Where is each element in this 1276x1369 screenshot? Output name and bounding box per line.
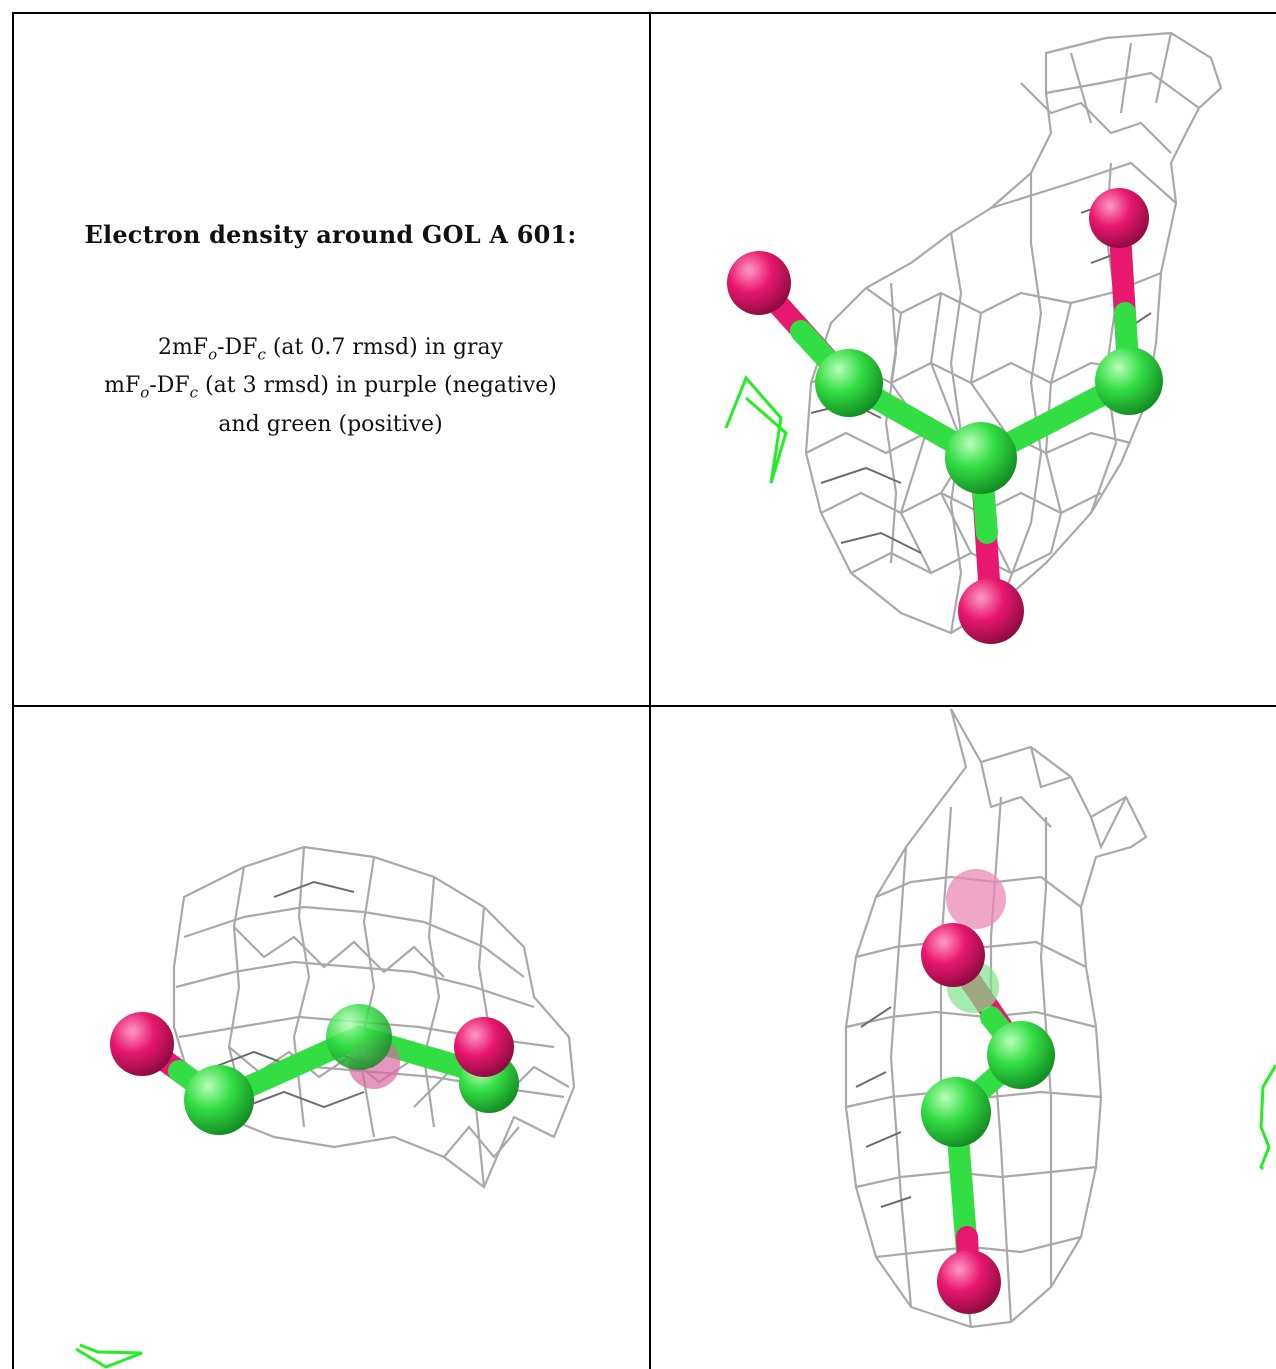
- legend-line-3: and green (positive): [218, 411, 443, 437]
- oxygen-atom: [937, 1250, 1001, 1314]
- legend-line-1: 2mFo-DFc (at 0.7 rmsd) in gray: [157, 335, 504, 364]
- glycerol-model: [110, 1004, 519, 1135]
- glycerol-model: [727, 188, 1163, 644]
- oxygen-atom: [921, 923, 985, 987]
- carbon-atom: [945, 422, 1017, 494]
- oxygen-atom: [454, 1017, 514, 1077]
- density-svg-1: [724, 31, 1223, 644]
- positive-density-green: [1259, 1064, 1276, 1171]
- center-border: [649, 12, 651, 1369]
- positive-density-green: [724, 375, 788, 484]
- oxygen-atom: [958, 578, 1024, 644]
- density-view-bottom-right: [651, 707, 1276, 1369]
- middle-border: [12, 705, 1276, 707]
- oxygen-atom: [946, 869, 1006, 929]
- oxygen-atom: [110, 1012, 174, 1076]
- positive-density-green: [75, 1343, 143, 1369]
- figure-title: Electron density around GOL A 601:: [84, 220, 577, 249]
- left-border: [12, 12, 14, 1369]
- gray-mesh: [804, 31, 1223, 635]
- carbon-atom: [326, 1004, 392, 1070]
- carbon-atom: [921, 1077, 991, 1147]
- caption-cell: Electron density around GOL A 601: 2mFo-…: [12, 12, 649, 705]
- density-view-bottom-left: [14, 707, 649, 1369]
- dark-mesh: [855, 1006, 912, 1208]
- density-svg-2: [75, 845, 576, 1369]
- density-view-top-right: [651, 13, 1276, 705]
- glycerol-model: [921, 869, 1055, 1314]
- legend-text: 2mFo-DFc (at 0.7 rmsd) in gray mFo-DFc (…: [12, 332, 649, 441]
- carbon-atom: [1095, 347, 1163, 415]
- oxygen-atom: [727, 251, 791, 315]
- figure-grid: Electron density around GOL A 601: 2mFo-…: [12, 12, 1276, 1369]
- oxygen-atom: [1089, 188, 1149, 248]
- carbon-atom: [815, 349, 883, 417]
- legend-line-2: mFo-DFc (at 3 rmsd) in purple (negative): [104, 373, 557, 402]
- density-svg-3: [844, 708, 1276, 1329]
- carbon-atom: [987, 1021, 1055, 1089]
- top-border: [12, 12, 1276, 14]
- carbon-atom: [184, 1065, 254, 1135]
